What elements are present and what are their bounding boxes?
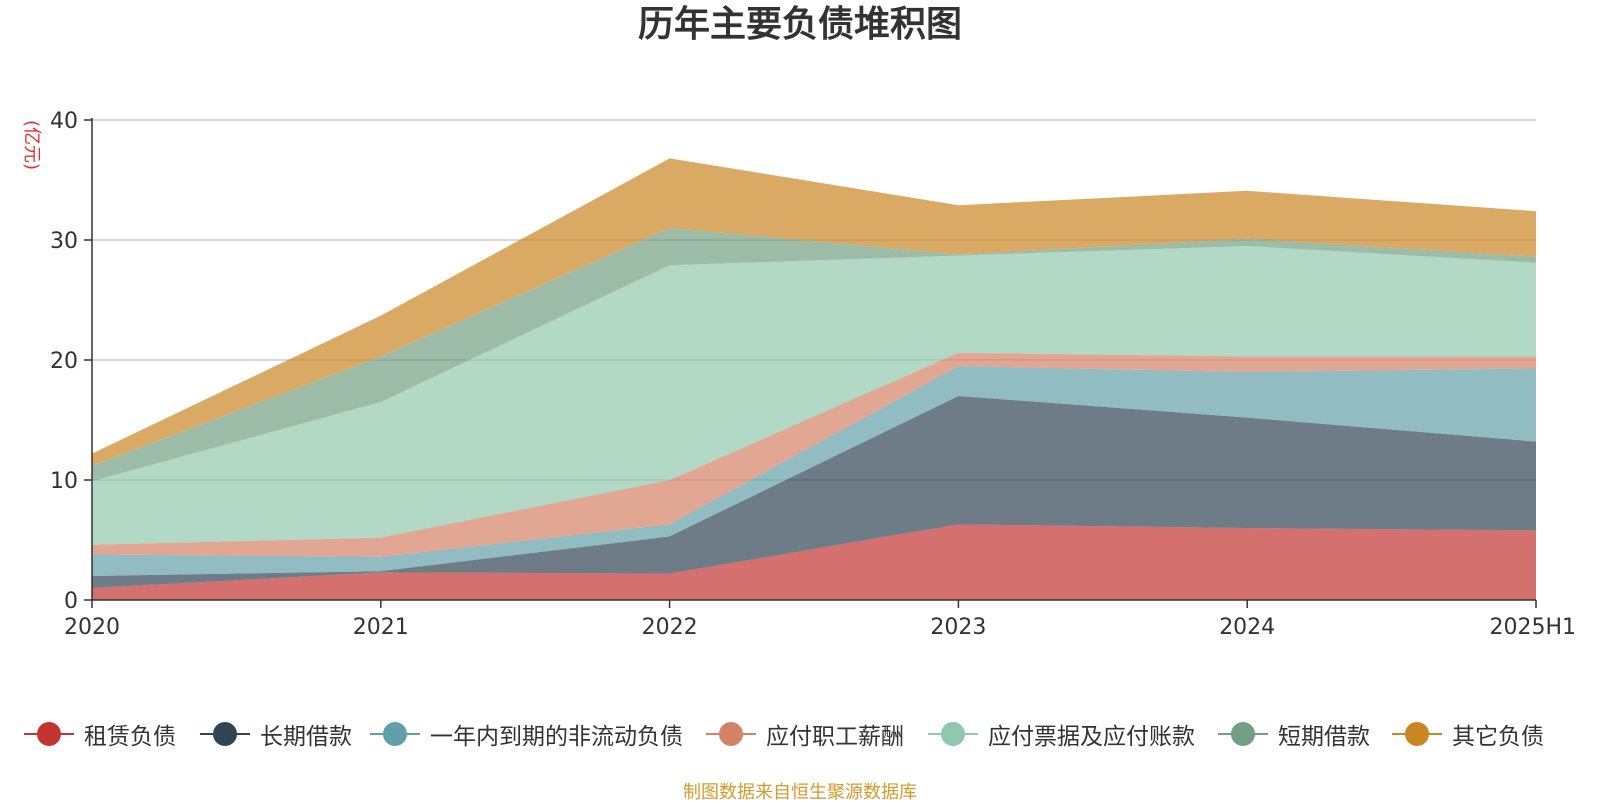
y-axis-label: (亿元) [21,120,42,170]
area-series-应付票据及应付账款 [92,246,1536,545]
legend-item[interactable]: 应付职工薪酬 [706,714,904,754]
y-tick-label: 10 [50,469,78,494]
legend-item[interactable]: 应付票据及应付账款 [928,714,1195,754]
area-series-短期借款 [92,228,1536,482]
x-tick-label: 2024 [1219,615,1275,640]
legend-marker-icon [1392,719,1442,749]
legend-item[interactable]: 长期借款 [200,714,352,754]
x-tick-label: 2025H1 [1489,615,1576,640]
legend-label: 短期借款 [1278,724,1370,750]
legend-item[interactable]: 租赁负债 [24,714,176,754]
x-tick-label: 2022 [642,615,698,640]
legend-marker-icon [24,719,74,749]
legend-label: 租赁负债 [84,724,176,750]
y-tick-label: 30 [50,229,78,254]
source-note: 制图数据来自恒生聚源数据库 [683,782,917,803]
legend-item[interactable]: 一年内到期的非流动负债 [370,714,683,754]
y-tick-label: 20 [50,349,78,374]
chart-title: 历年主要负债堆积图 [637,4,962,45]
y-tick-label: 40 [50,109,78,134]
legend-marker-icon [706,719,756,749]
legend-label: 应付票据及应付账款 [988,724,1195,750]
legend-marker-icon [370,719,420,749]
legend-label: 一年内到期的非流动负债 [430,724,683,750]
area-series-一年内到期的非流动负债 [92,366,1536,576]
axes: 0 10 20 30 40 2020 2021 2022 2023 2024 2025H1 [50,109,1576,640]
area-series-租赁负债 [92,524,1536,600]
area-series-其它负债 [92,158,1536,466]
legend-label: 长期借款 [260,724,352,750]
legend-label: 应付职工薪酬 [766,724,904,750]
area-series-长期借款 [92,396,1536,588]
legend-item[interactable]: 短期借款 [1218,714,1370,754]
legend-marker-icon [928,719,978,749]
legend-marker-icon [200,719,250,749]
legend-label: 其它负债 [1452,724,1544,750]
y-tick-label: 0 [64,589,78,614]
x-tick-label: 2020 [64,615,120,640]
stacked-area-chart: 0 10 20 30 40 2020 2021 2022 2023 2024 2025H1 (亿元) [21,109,1576,640]
area-series [92,158,1536,600]
x-tick-label: 2021 [353,615,409,640]
legend: 租赁负债 长期借款 一年内到期的非流动负债 应付职工薪酬 应付票据及应付账款 短期借款 其它… [0,714,1600,754]
legend-item[interactable]: 其它负债 [1392,714,1544,754]
x-tick-label: 2023 [930,615,986,640]
legend-marker-icon [1218,719,1268,749]
